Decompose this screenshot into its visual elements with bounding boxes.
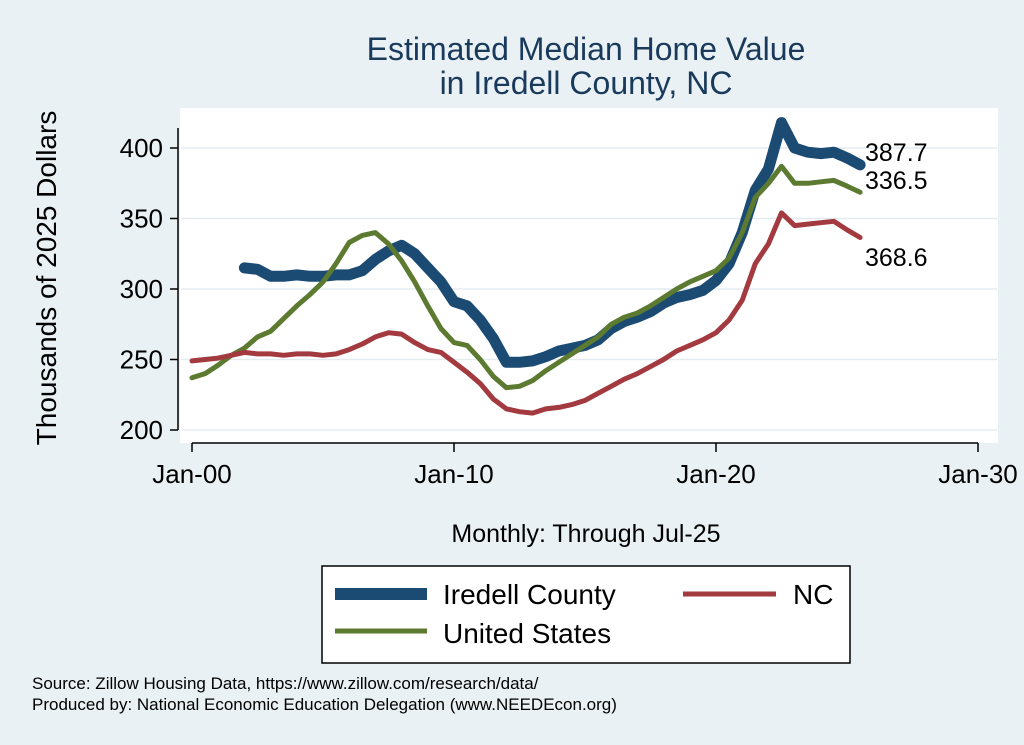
y-axis-label: Thousands of 2025 Dollars — [31, 111, 62, 446]
x-tick-label: Jan-20 — [676, 459, 756, 489]
x-ticks: Jan-00 Jan-10 Jan-20 Jan-30 — [152, 443, 1018, 489]
source-note: Source: Zillow Housing Data, https://www… — [32, 674, 539, 693]
end-label-0: 387.7 — [865, 139, 928, 167]
chart-title-line1: Estimated Median Home Value — [367, 31, 806, 67]
series-lines — [189, 117, 866, 416]
legend-box — [321, 565, 851, 664]
x-tick-label: Jan-30 — [938, 459, 1018, 489]
x-tick-label: Jan-10 — [414, 459, 494, 489]
legend-label-nc: NC — [793, 579, 833, 610]
end-label-1: 336.5 — [865, 167, 928, 195]
legend-label-iredell: Iredell County — [443, 579, 616, 610]
x-tick-label: Jan-00 — [152, 459, 232, 489]
legend-label-us: United States — [443, 618, 611, 649]
produced-note: Produced by: National Economic Education… — [32, 695, 617, 714]
y-tick-label: 250 — [120, 345, 163, 375]
series-line-0 — [238, 117, 866, 368]
y-tick-label: 200 — [120, 415, 163, 445]
x-axis-label: Monthly: Through Jul-25 — [451, 520, 720, 548]
end-label-2: 368.6 — [865, 244, 928, 272]
y-tick-label: 300 — [120, 274, 163, 304]
chart-title-line2: in Iredell County, NC — [440, 65, 733, 101]
series-line-1 — [189, 210, 863, 416]
series-line-2 — [189, 163, 863, 391]
y-tick-label: 350 — [120, 204, 163, 234]
y-tick-label: 400 — [120, 133, 163, 163]
y-ticks: 200 250 300 350 400 — [120, 133, 178, 445]
